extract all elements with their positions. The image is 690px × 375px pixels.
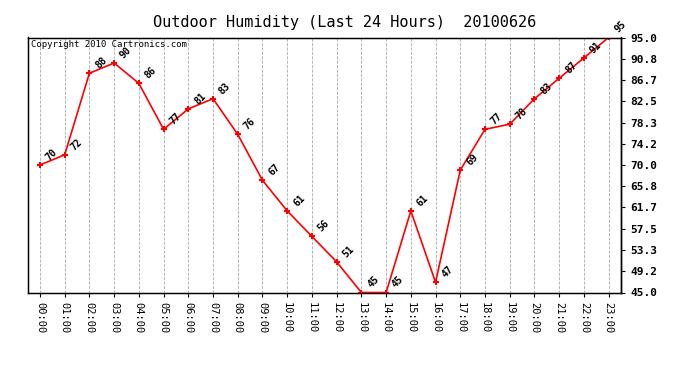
Text: 67: 67 [266,162,282,177]
Text: 90: 90 [118,45,134,60]
Text: 45: 45 [391,274,406,290]
Text: 81: 81 [193,91,208,106]
Text: 77: 77 [168,111,183,126]
Text: 61: 61 [291,193,307,208]
Text: 61: 61 [415,193,431,208]
Text: 47: 47 [440,264,455,279]
Text: 87: 87 [563,60,579,75]
Text: 78: 78 [514,106,529,122]
Text: 83: 83 [539,81,554,96]
Text: 69: 69 [464,152,480,167]
Text: 45: 45 [366,274,381,290]
Text: 70: 70 [44,147,59,162]
Text: 56: 56 [316,218,331,234]
Text: 77: 77 [489,111,504,126]
Text: 88: 88 [94,55,109,70]
Text: Copyright 2010 Cartronics.com: Copyright 2010 Cartronics.com [30,40,186,49]
Text: Outdoor Humidity (Last 24 Hours)  20100626: Outdoor Humidity (Last 24 Hours) 2010062… [153,15,537,30]
Text: 76: 76 [242,116,257,132]
Text: 95: 95 [613,20,628,35]
Text: 91: 91 [588,40,604,55]
Text: 86: 86 [143,65,159,81]
Text: 51: 51 [341,244,356,259]
Text: 83: 83 [217,81,233,96]
Text: 72: 72 [69,136,84,152]
